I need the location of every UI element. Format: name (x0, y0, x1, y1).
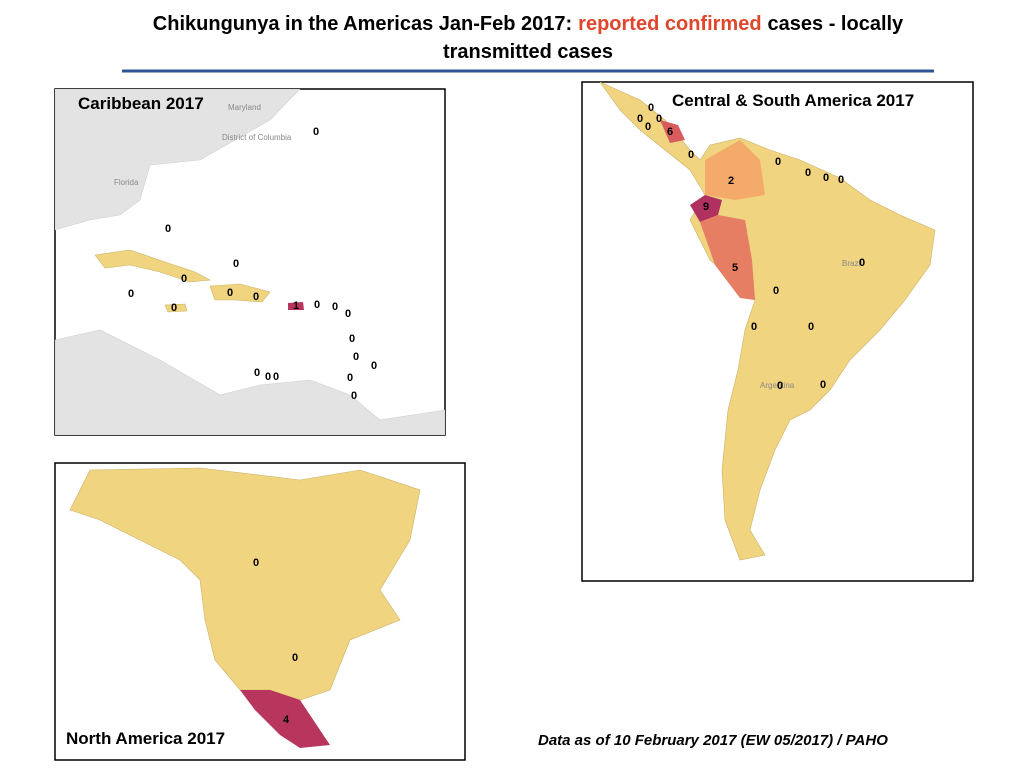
place-label: Maryland (228, 103, 261, 112)
land-peru (700, 215, 755, 300)
case-count: 2 (728, 175, 734, 187)
case-count: 0 (181, 273, 187, 285)
case-count: 0 (688, 149, 694, 161)
case-count: 0 (254, 367, 260, 379)
case-count: 0 (838, 174, 844, 186)
case-count: 1 (293, 300, 299, 312)
case-count: 0 (371, 360, 377, 372)
case-count: 6 (667, 126, 673, 138)
north-america-map: 0 0 4 (54, 462, 466, 761)
case-count: 0 (314, 299, 320, 311)
land-mexico (240, 690, 330, 748)
land-nicaragua (660, 120, 685, 143)
land-americas (599, 82, 936, 561)
case-count: 0 (233, 258, 239, 270)
land-ecuador (690, 195, 722, 222)
case-count: 0 (227, 287, 233, 299)
case-count: 5 (732, 262, 738, 274)
land-puerto-rico (288, 302, 304, 310)
case-count: 0 (805, 167, 811, 179)
place-label: Brazil (842, 259, 862, 268)
title-tail: cases - locally (768, 13, 905, 35)
case-count: 0 (171, 302, 177, 314)
slide-title: Chikungunya in the Americas Jan-Feb 2017… (153, 13, 904, 35)
place-label: District of Columbia (222, 133, 292, 142)
case-count: 0 (313, 126, 319, 138)
case-count: 0 (820, 379, 826, 391)
case-count: 0 (859, 257, 865, 269)
case-count: 0 (253, 291, 259, 303)
case-count: 0 (128, 288, 134, 300)
land-usa (55, 89, 301, 231)
case-count: 0 (823, 172, 829, 184)
land-hispaniola (209, 283, 271, 303)
land-cuba (94, 249, 212, 283)
case-count: 0 (656, 113, 662, 125)
case-count: 0 (645, 121, 651, 133)
case-count: 0 (773, 285, 779, 297)
case-count: 0 (351, 390, 357, 402)
land-central-south (55, 329, 445, 435)
case-count: 0 (349, 333, 355, 345)
case-count: 0 (165, 223, 171, 235)
place-label: Florida (114, 178, 139, 187)
panel-title: North America 2017 (66, 729, 225, 748)
case-count: 0 (775, 156, 781, 168)
source-note: Data as of 10 February 2017 (EW 05/2017)… (538, 732, 888, 749)
case-count: 0 (265, 371, 271, 383)
case-count: 0 (345, 308, 351, 320)
case-count: 0 (292, 652, 298, 664)
title-lead: Chikungunya in the Americas Jan-Feb 2017… (153, 13, 572, 35)
case-count: 0 (751, 321, 757, 333)
panel-title: Central & South America 2017 (672, 91, 914, 110)
case-count: 0 (273, 371, 279, 383)
place-label: Argentina (760, 381, 795, 390)
case-count: 0 (777, 380, 783, 392)
case-count: 0 (808, 321, 814, 333)
case-count: 4 (283, 714, 290, 726)
case-count: 0 (353, 351, 359, 363)
panel-title: Caribbean 2017 (78, 94, 204, 113)
case-count: 0 (637, 113, 643, 125)
case-count: 0 (347, 372, 353, 384)
land-colombia (705, 140, 765, 200)
case-count: 9 (703, 201, 709, 213)
case-count: 0 (648, 102, 654, 114)
land-jamaica (164, 303, 188, 313)
slide-title-line2: transmitted cases (443, 41, 613, 63)
case-count: 0 (253, 557, 259, 569)
case-count: 0 (332, 301, 338, 313)
title-highlight: reported confirmed (578, 13, 761, 35)
